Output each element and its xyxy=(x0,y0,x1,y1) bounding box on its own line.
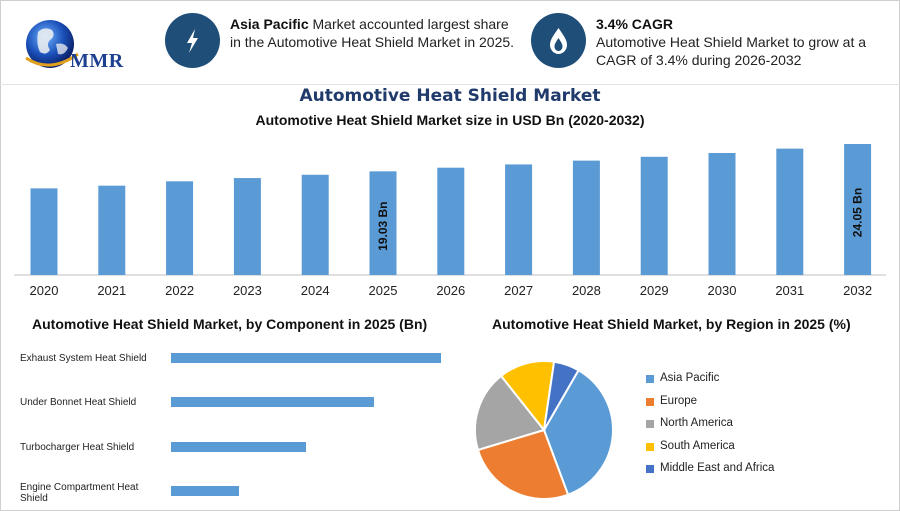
component-bar xyxy=(171,486,239,496)
bar-2024 xyxy=(301,174,329,275)
legend-swatch xyxy=(646,397,654,406)
bar-2020 xyxy=(30,188,58,275)
legend-swatch xyxy=(646,375,654,383)
component-bar xyxy=(171,442,306,452)
x-tick-label: 2032 xyxy=(843,283,872,298)
cagr-info-text: Automotive Heat Shield Market to grow at… xyxy=(596,34,867,68)
legend-swatch xyxy=(646,442,654,451)
bar-2021 xyxy=(98,185,126,275)
bar-2026 xyxy=(437,167,465,275)
legend-label: Middle East and Africa xyxy=(660,462,775,474)
fire-drop-icon xyxy=(531,13,586,68)
pie-slice-south-america xyxy=(499,360,556,433)
bar-2030 xyxy=(708,152,736,275)
component-chart-title: Automotive Heat Shield Market, by Compon… xyxy=(32,316,428,332)
legend-label: Asia Pacific xyxy=(660,372,720,384)
page-title: Automotive Heat Shield Market xyxy=(299,86,601,106)
x-tick-label: 2024 xyxy=(301,283,330,298)
bar-2025 xyxy=(369,171,397,275)
lightning-icon xyxy=(165,13,220,68)
legend-label: Europe xyxy=(660,394,698,407)
x-tick-label: 2023 xyxy=(233,283,262,298)
globe-icon xyxy=(25,20,79,68)
component-label: Exhaust System Heat Shield xyxy=(20,353,147,364)
bar-2028 xyxy=(572,160,600,275)
legend-label: North America xyxy=(660,417,733,429)
component-bar xyxy=(171,353,441,363)
region-chart-title: Automotive Heat Shield Market, by Region… xyxy=(492,316,851,332)
legend-swatch xyxy=(646,420,654,428)
pie-slice-north-america xyxy=(474,374,546,452)
bar-2029 xyxy=(640,156,668,275)
component-label: Under Bonnet Heat Shield xyxy=(20,397,137,408)
bar-2027 xyxy=(505,164,533,275)
component-bar xyxy=(171,397,374,407)
cagr-info: 3.4% CAGR Automotive Heat Shield Market … xyxy=(596,15,891,69)
pie-slice-middle-east-and-africa xyxy=(543,360,580,431)
x-tick-label: 2020 xyxy=(30,283,59,298)
x-tick-label: 2030 xyxy=(708,283,737,298)
market-size-bar-chart: 2020 2021 2022 2023 2024 2025 19.03 Bn 2026 2027… xyxy=(14,144,886,298)
region-info: Asia Pacific Market accounted largest sh… xyxy=(230,15,520,51)
bar-chart-title: Automotive Heat Shield Market size in US… xyxy=(255,112,645,128)
region-pie-chart xyxy=(474,360,614,500)
x-tick-label: 2031 xyxy=(775,283,804,298)
region-info-text: Market accounted largest share in the Au… xyxy=(230,16,515,50)
bar-2032 xyxy=(844,144,872,275)
x-tick-label: 2025 xyxy=(369,283,398,298)
bar-2023 xyxy=(233,178,261,275)
x-tick-label: 2026 xyxy=(436,283,465,298)
x-tick-label: 2021 xyxy=(97,283,126,298)
bar-data-label: 24.05 Bn xyxy=(851,188,865,237)
legend-swatch xyxy=(646,465,654,473)
bar-data-label: 19.03 Bn xyxy=(376,201,390,250)
x-tick-label: 2029 xyxy=(640,283,669,298)
component-label: Turbocharger Heat Shield xyxy=(20,442,135,453)
logo-text: MMR xyxy=(70,50,124,72)
x-tick-label: 2027 xyxy=(504,283,533,298)
x-tick-label: 2022 xyxy=(165,283,194,298)
region-info-bold: Asia Pacific xyxy=(230,16,309,32)
pie-slice-europe xyxy=(476,428,570,500)
bar-2031 xyxy=(776,148,804,275)
component-label: Engine Compartment Heat Shield xyxy=(20,482,139,504)
cagr-info-bold: 3.4% CAGR xyxy=(596,16,674,32)
mmr-logo xyxy=(16,14,136,78)
x-tick-label: 2028 xyxy=(572,283,601,298)
legend-label: South America xyxy=(660,439,735,452)
bar-2022 xyxy=(166,181,194,275)
header-divider xyxy=(0,84,900,85)
